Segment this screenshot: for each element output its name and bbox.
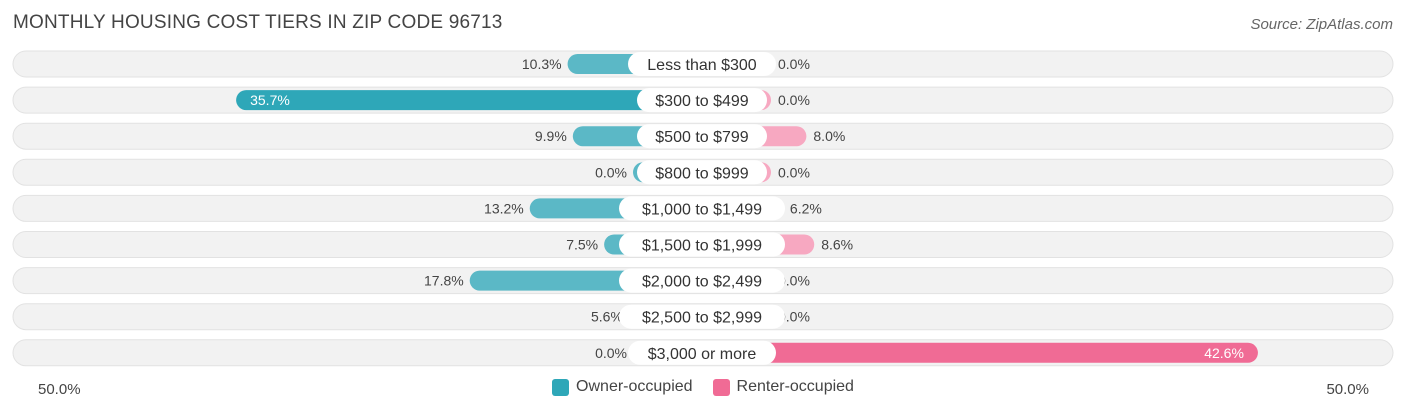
category-label: $2,500 to $2,999 [642, 310, 762, 327]
category-label-background [637, 88, 767, 113]
category-label-background [628, 52, 776, 76]
renter-value-label: 0.0% [778, 309, 810, 325]
renter-value-label: 6.2% [790, 200, 822, 216]
renter-value-label: 42.6% [1204, 345, 1244, 361]
category-label: $800 to $999 [655, 165, 749, 182]
renter-value-label: 8.6% [821, 237, 853, 253]
axis-left-label: 50.0% [38, 381, 81, 398]
owner-value-label: 9.9% [535, 128, 567, 144]
legend-item-owner: Owner-occupied [552, 378, 693, 396]
category-label-background [619, 196, 785, 221]
legend-swatch-renter [712, 378, 730, 396]
legend-swatch-owner [552, 378, 570, 396]
category-label: $1,500 to $1,999 [642, 238, 762, 255]
category-label: $3,000 or more [648, 346, 757, 363]
renter-value-label: 8.0% [813, 128, 845, 144]
axis-right-label: 50.0% [1326, 381, 1369, 398]
category-label: $2,000 to $2,499 [642, 274, 762, 291]
owner-value-label: 17.8% [424, 273, 464, 289]
category-label-background [619, 268, 785, 293]
renter-value-label: 0.0% [778, 273, 810, 289]
category-label-background [619, 232, 785, 257]
owner-value-label: 13.2% [484, 200, 524, 216]
owner-value-label: 0.0% [595, 164, 627, 180]
category-label: $1,000 to $1,499 [642, 201, 762, 218]
category-label-background [628, 340, 776, 365]
legend: Owner-occupied Renter-occupied [0, 378, 1406, 396]
chart-title: MONTHLY HOUSING COST TIERS IN ZIP CODE 9… [13, 12, 503, 33]
category-label: $300 to $499 [655, 93, 749, 110]
category-label: $500 to $799 [655, 129, 749, 146]
category-label-background [637, 160, 767, 185]
category-label: Less than $300 [647, 57, 757, 74]
renter-value-label: 0.0% [778, 164, 810, 180]
owner-bar [236, 90, 703, 111]
legend-label-renter: Renter-occupied [736, 378, 854, 395]
legend-label-owner: Owner-occupied [576, 378, 693, 395]
chart-source: Source: ZipAtlas.com [1250, 16, 1393, 33]
renter-value-label: 0.0% [778, 92, 810, 108]
owner-value-label: 35.7% [250, 92, 290, 108]
owner-value-label: 0.0% [595, 345, 627, 361]
renter-value-label: 0.0% [778, 56, 810, 72]
diverging-bar-chart: 10.3% 0.0% Less than $300 35.7% 0.0% $300 to … [12, 50, 1394, 367]
category-label-background [619, 304, 785, 329]
category-label-background [637, 124, 767, 149]
owner-value-label: 10.3% [522, 56, 562, 72]
owner-value-label: 5.6% [591, 309, 623, 325]
legend-item-renter: Renter-occupied [712, 378, 854, 396]
owner-value-label: 7.5% [566, 237, 598, 253]
renter-bar [702, 342, 1258, 363]
